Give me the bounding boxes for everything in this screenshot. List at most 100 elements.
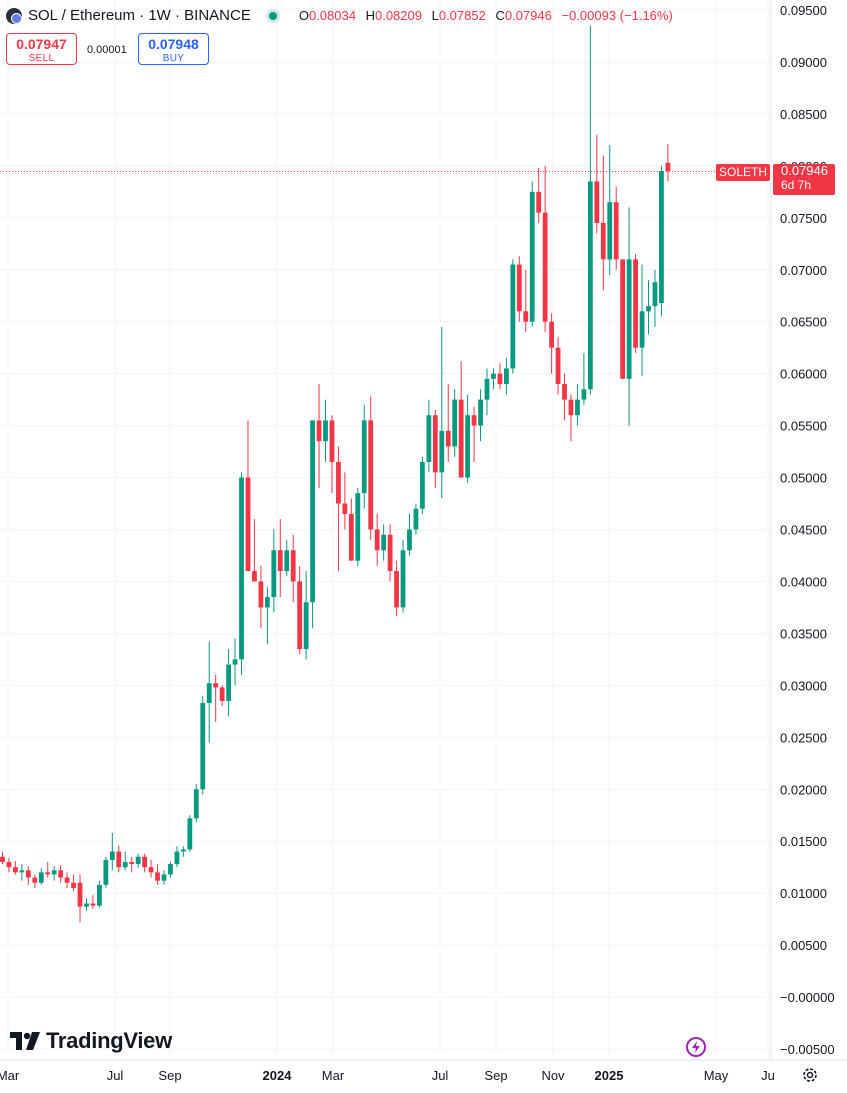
candle	[6, 857, 12, 873]
price-axis-tick: 0.05000	[780, 471, 827, 486]
candle	[336, 446, 341, 572]
candle	[329, 415, 335, 494]
bar-countdown: 6d 7h	[781, 178, 812, 192]
price-axis-tick: 0.03000	[780, 678, 827, 693]
last-price-label: 0.07946 6d 7h	[773, 164, 835, 195]
candle	[135, 853, 141, 869]
symbol-title[interactable]: SOL / Ethereum · 1W · BINANCE	[28, 7, 251, 24]
candle	[174, 846, 180, 868]
candle	[90, 895, 96, 909]
candle	[142, 853, 148, 873]
candle	[290, 534, 296, 603]
time-axis-tick: Mar	[322, 1068, 345, 1083]
tradingview-logo-icon	[10, 1032, 40, 1050]
candle	[206, 641, 212, 743]
candle	[258, 565, 264, 629]
candle	[503, 358, 509, 395]
candle	[284, 539, 290, 577]
candle	[109, 832, 115, 871]
candle	[568, 394, 574, 442]
candle	[458, 361, 464, 478]
candle	[226, 648, 231, 717]
price-axis-tick: 0.04500	[780, 523, 827, 538]
price-axis-tick: 0.04000	[780, 574, 827, 589]
candle	[407, 513, 412, 556]
last-price-value: 0.07946	[781, 163, 828, 178]
candle	[529, 181, 535, 327]
candle	[161, 870, 167, 885]
candle	[646, 280, 651, 335]
price-axis-tick: 0.02000	[780, 782, 827, 797]
sell-price: 0.07947	[16, 36, 67, 52]
candle	[581, 352, 587, 405]
tradingview-logo[interactable]: TradingView	[10, 1028, 172, 1054]
candles-group	[0, 25, 671, 923]
time-axis-tick: Mar	[0, 1068, 20, 1083]
candle	[213, 674, 219, 722]
price-axis-tick: 0.06500	[780, 315, 827, 330]
candle	[58, 865, 64, 883]
candle	[587, 25, 593, 395]
sol-eth-icon	[6, 7, 22, 24]
candle	[342, 472, 348, 530]
tradingview-logo-text: TradingView	[46, 1028, 172, 1053]
candle	[452, 389, 458, 457]
price-change: −0.00093 (−1.16%)	[561, 8, 673, 23]
candle	[193, 784, 199, 823]
candle	[45, 861, 51, 878]
price-axis-tick: 0.01000	[780, 886, 827, 901]
candle	[271, 529, 277, 613]
candle	[297, 565, 303, 655]
price-axis-tick: 0.02500	[780, 730, 827, 745]
candle	[168, 861, 173, 878]
candle	[0, 851, 5, 865]
buy-button[interactable]: 0.07948 BUY	[138, 33, 209, 65]
candle	[13, 860, 18, 875]
price-axis-tick: −0.00500	[780, 1042, 835, 1057]
candle	[555, 337, 561, 395]
sell-button[interactable]: 0.07947 SELL	[6, 33, 77, 65]
price-axis-tick: 0.06000	[780, 367, 827, 382]
candle	[394, 560, 399, 616]
candle	[594, 134, 600, 234]
candle	[84, 898, 89, 911]
price-axis-tick: −0.00000	[780, 990, 835, 1005]
candle	[232, 638, 238, 686]
candle	[361, 404, 367, 509]
buy-price: 0.07948	[148, 36, 199, 52]
candle	[200, 695, 206, 795]
candle	[542, 165, 548, 333]
candle	[510, 259, 516, 374]
candle	[129, 856, 135, 873]
time-axis-tick: Jul	[432, 1068, 449, 1083]
gear-icon[interactable]	[801, 1066, 819, 1084]
candle	[122, 851, 128, 871]
candle	[103, 856, 109, 888]
time-axis[interactable]: Mar Jul Sep 2024 Mar Jul Sep Nov 2025 May Ju	[0, 1068, 775, 1083]
candle	[465, 394, 471, 483]
candle	[536, 167, 542, 223]
price-axis-tick: 0.05500	[780, 419, 827, 434]
candle	[239, 472, 244, 675]
time-axis-tick: 2024	[263, 1068, 293, 1083]
candle	[219, 685, 225, 707]
candle	[316, 384, 322, 488]
candle	[32, 874, 38, 888]
price-axis[interactable]: 0.095000.090000.085000.080000.075000.070…	[780, 3, 835, 1057]
candle	[652, 269, 658, 327]
candle	[97, 880, 102, 908]
candle	[245, 420, 251, 572]
candle	[38, 868, 44, 885]
candle	[264, 586, 270, 644]
candle	[348, 498, 354, 561]
symbol-legend[interactable]: SOL / Ethereum · 1W · BINANCE O0.08034 H…	[6, 7, 673, 24]
lightning-icon[interactable]	[686, 1037, 706, 1057]
candle	[600, 155, 606, 291]
candle	[478, 389, 483, 442]
candle	[445, 384, 451, 462]
candle	[516, 256, 522, 322]
chart-grid	[0, 0, 771, 1060]
candle	[277, 519, 283, 598]
sell-label: SELL	[28, 53, 55, 64]
